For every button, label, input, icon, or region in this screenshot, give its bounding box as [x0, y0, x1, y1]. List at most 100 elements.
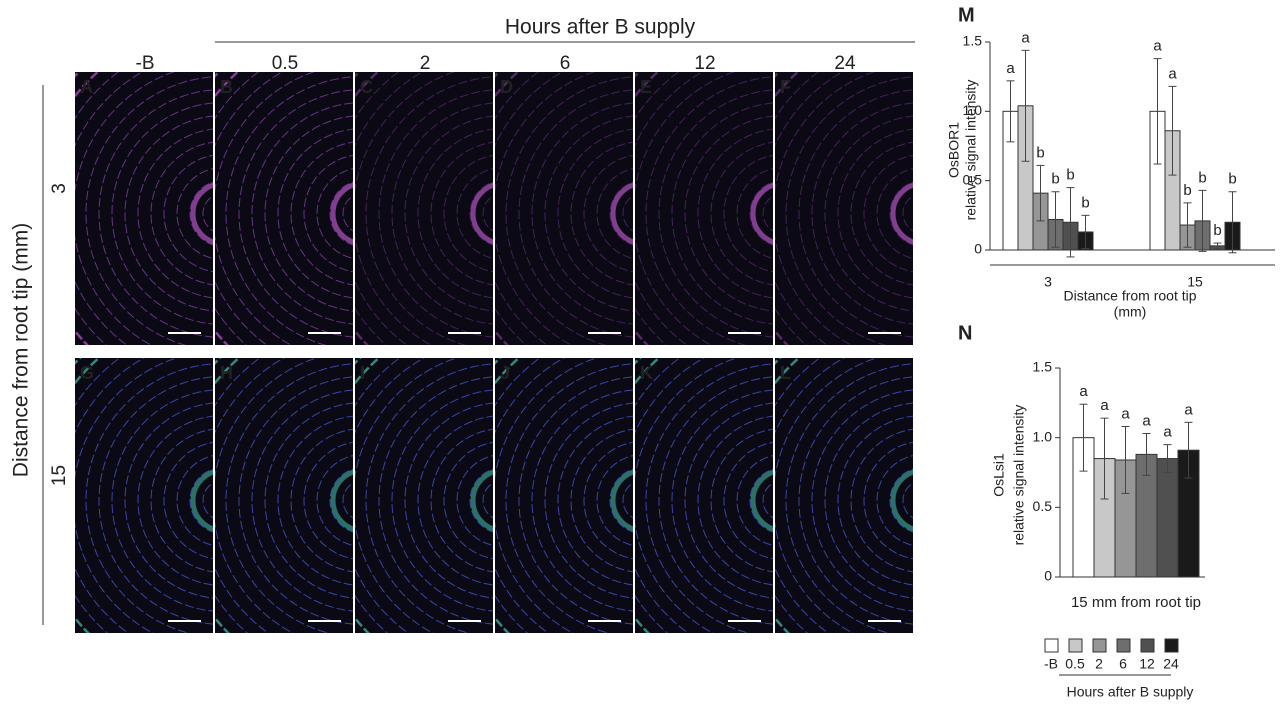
significance-letter: a — [1121, 405, 1130, 422]
legend-label: 12 — [1139, 656, 1155, 672]
cell-ring — [238, 376, 353, 625]
stele — [890, 182, 913, 245]
column-label: 0.5 — [272, 53, 298, 74]
cell-ring — [264, 402, 353, 599]
significance-letter: b — [1213, 222, 1221, 239]
micrograph — [495, 72, 633, 345]
significance-letter: a — [1163, 424, 1172, 441]
cell-ring — [469, 468, 493, 533]
cell-ring — [876, 455, 913, 546]
cell-ring — [811, 102, 913, 325]
legend-label: 6 — [1119, 656, 1127, 672]
panel-letter: M — [958, 4, 975, 26]
cell-ring — [303, 441, 353, 560]
cell-ring — [609, 468, 633, 533]
cell-ring — [404, 402, 493, 599]
cell-ring — [736, 455, 773, 546]
panel-letter: N — [958, 322, 972, 344]
panel-letter: G — [80, 363, 94, 383]
column-label: 6 — [560, 53, 571, 74]
micrograph-bg — [355, 72, 493, 345]
micrograph — [355, 358, 493, 633]
significance-letter: a — [1153, 38, 1162, 55]
significance-letter: b — [1036, 144, 1044, 161]
y-tick-label: 1.5 — [963, 33, 983, 49]
micrograph — [215, 72, 353, 345]
y-tick-label: 1.5 — [1033, 359, 1053, 375]
cell-ring — [163, 441, 213, 560]
panel-letter: J — [500, 363, 510, 383]
cell-ring — [531, 389, 633, 612]
cell-ring — [622, 195, 633, 232]
cell-ring — [876, 168, 913, 259]
panel-letter: L — [780, 363, 791, 383]
cell-ring — [749, 468, 773, 533]
cell-ring — [456, 168, 493, 259]
panel-letter: B — [220, 77, 233, 97]
row-axis-label: Distance from root tip (mm) — [10, 223, 33, 477]
significance-letter: b — [1066, 167, 1074, 184]
cell-ring — [176, 455, 213, 546]
significance-letter: a — [1021, 29, 1030, 46]
cell-ring — [124, 115, 213, 312]
cell-ring — [329, 468, 353, 533]
cell-ring — [342, 482, 353, 519]
cell-ring — [902, 195, 913, 232]
x-tick-label: 3 — [1044, 274, 1052, 290]
cell-ring — [238, 89, 353, 338]
micrograph — [495, 358, 633, 633]
cell-ring — [391, 389, 493, 612]
stele — [330, 469, 353, 532]
x-tick-label: 15 mm from root tip — [1071, 594, 1201, 611]
y-axis-label: OsLsi1 — [991, 453, 1007, 497]
cell-ring — [596, 168, 633, 259]
panel-letter: F — [780, 77, 791, 97]
cell-ring — [342, 195, 353, 232]
panel-letter: D — [500, 77, 513, 97]
significance-letter: a — [1142, 412, 1151, 429]
cell-ring — [111, 389, 213, 612]
cell-ring — [316, 455, 353, 546]
cell-ring — [329, 181, 353, 246]
cell-ring — [658, 89, 773, 338]
legend-label: 2 — [1095, 656, 1103, 672]
y-tick-label: 0.5 — [1033, 498, 1053, 514]
panel-letter: I — [360, 363, 365, 383]
cell-ring — [824, 402, 913, 599]
stele — [470, 469, 493, 532]
cell-ring — [303, 154, 353, 273]
cell-ring — [902, 482, 913, 519]
y-axis-label: relative signal intensity — [1011, 405, 1027, 546]
bar — [1156, 458, 1179, 578]
legend-swatch — [1068, 638, 1083, 653]
y-tick-label: 1.0 — [963, 102, 983, 118]
significance-letter: a — [1168, 65, 1177, 82]
micrograph-bg — [775, 72, 913, 345]
row-label: 15 — [49, 465, 70, 486]
cell-ring — [531, 102, 633, 325]
cell-ring — [163, 154, 213, 273]
legend-label: 24 — [1163, 656, 1179, 672]
legend-title: Hours after B supply — [1067, 684, 1194, 700]
cell-ring — [684, 115, 773, 312]
cell-ring — [378, 89, 493, 338]
cell-ring — [658, 376, 773, 625]
micrograph — [775, 72, 913, 345]
legend-swatch — [1044, 638, 1059, 653]
cell-ring — [482, 482, 493, 519]
cell-ring — [583, 441, 633, 560]
cell-ring — [811, 389, 913, 612]
cell-ring — [544, 115, 633, 312]
cell-ring — [762, 482, 773, 519]
cell-ring — [518, 89, 633, 338]
significance-letter: b — [1198, 169, 1206, 186]
cell-ring — [671, 102, 773, 325]
cell-ring — [583, 154, 633, 273]
cell-ring — [176, 168, 213, 259]
cell-ring — [124, 402, 213, 599]
cell-ring — [798, 89, 913, 338]
cell-ring — [596, 455, 633, 546]
cell-ring — [736, 168, 773, 259]
column-label: 12 — [694, 53, 715, 74]
y-axis-label: relative signal intensity — [963, 80, 979, 221]
